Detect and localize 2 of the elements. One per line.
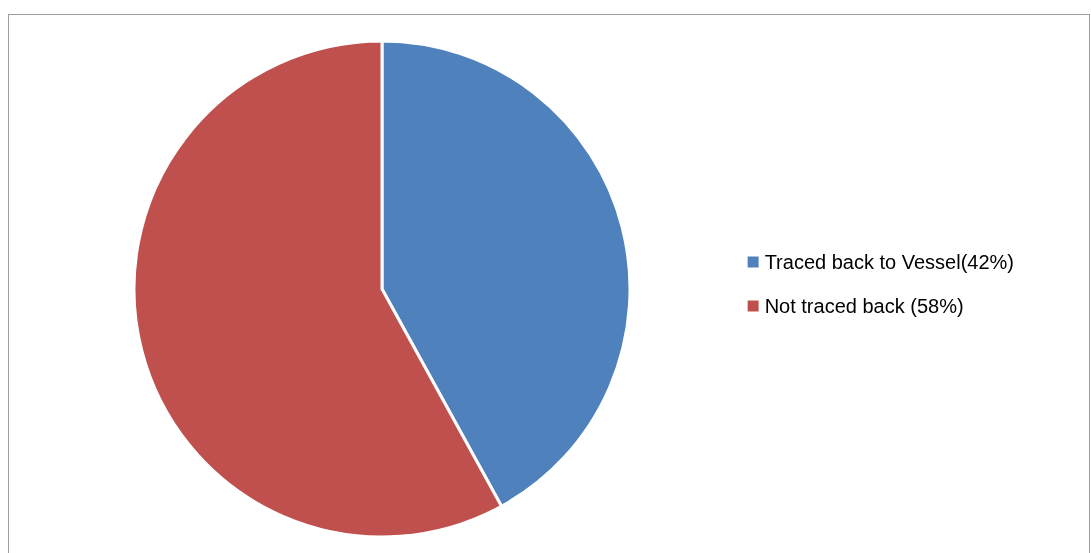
legend-label: Traced back to Vessel(42%) bbox=[764, 251, 1014, 273]
legend-label: Not traced back (58%) bbox=[764, 295, 964, 317]
